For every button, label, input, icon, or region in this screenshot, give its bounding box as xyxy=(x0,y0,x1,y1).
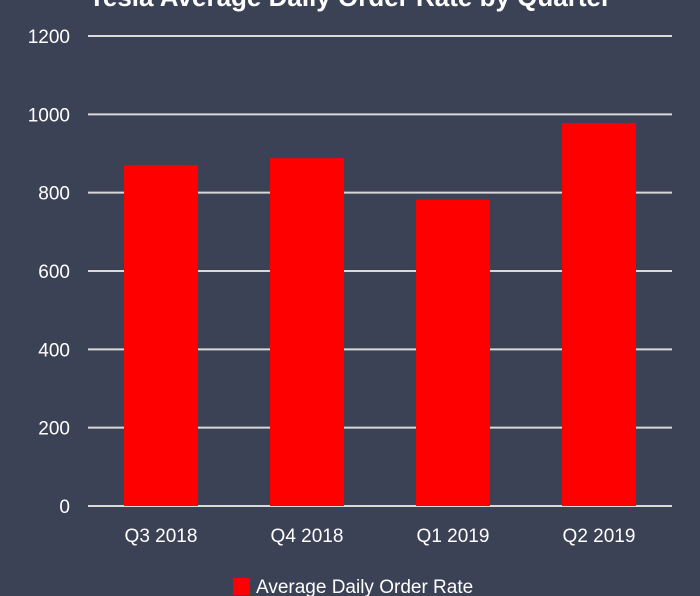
y-tick-label: 1200 xyxy=(28,27,70,48)
x-tick-label: Q3 2018 xyxy=(125,526,198,547)
y-tick-label: 0 xyxy=(59,497,70,518)
y-tick-label: 600 xyxy=(38,262,70,283)
bar-q4-2018 xyxy=(270,158,344,506)
y-axis-ticks: 0 200 400 600 800 1000 1200 xyxy=(28,27,70,518)
legend-swatch xyxy=(233,578,250,595)
chart-title: Tesla Average Daily Order Rate by Quarte… xyxy=(89,0,611,12)
legend-label: Average Daily Order Rate xyxy=(256,577,473,596)
y-tick-label: 400 xyxy=(38,340,70,361)
x-tick-label: Q2 2019 xyxy=(563,526,636,547)
x-tick-label: Q4 2018 xyxy=(271,526,344,547)
y-tick-label: 200 xyxy=(38,419,70,440)
x-axis-ticks: Q3 2018 Q4 2018 Q1 2019 Q2 2019 xyxy=(125,526,636,547)
bars xyxy=(124,122,636,506)
y-tick-label: 800 xyxy=(38,184,70,205)
x-tick-label: Q1 2019 xyxy=(417,526,490,547)
bar-q2-2019 xyxy=(562,122,636,506)
y-tick-label: 1000 xyxy=(28,105,70,126)
bar-q1-2019 xyxy=(416,199,490,506)
bar-q3-2018 xyxy=(124,165,198,506)
legend: Average Daily Order Rate xyxy=(233,577,473,596)
